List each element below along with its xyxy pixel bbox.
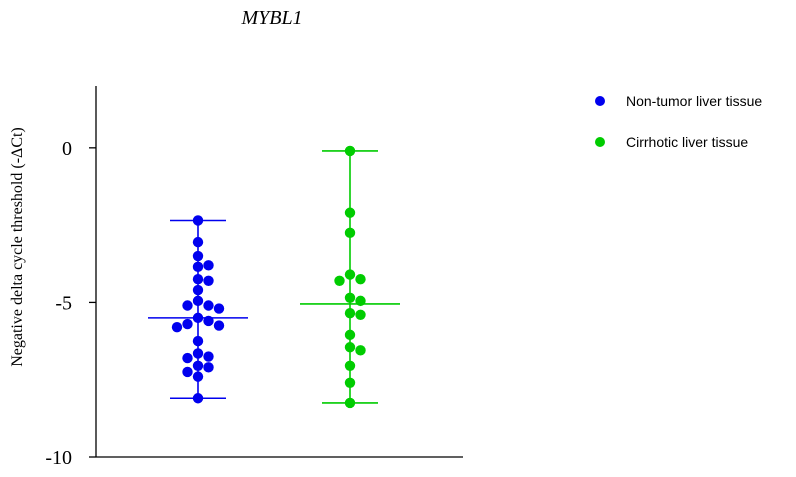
y-tick-label: -10 [45,447,72,469]
data-point [182,318,193,330]
legend-marker [595,96,605,106]
data-point [355,345,366,356]
data-point [192,295,204,307]
data-point [355,274,366,285]
y-tick-label: -5 [55,292,72,314]
data-point [344,360,356,371]
data-point [344,145,356,157]
data-point [344,269,356,280]
data-point [213,320,225,331]
data-point [203,315,214,327]
legend-label: Non-tumor liver tissue [626,93,762,109]
data-point [192,261,204,273]
data-point [192,393,204,404]
legend-label: Cirrhotic liver tissue [626,134,748,150]
legend: Non-tumor liver tissue Cirrhotic liver ti… [595,93,762,150]
data-point [344,292,356,303]
y-axis-title: Negative delta cycle threshold (-ΔCt) [9,127,26,367]
data-point [344,377,356,388]
data-point [355,295,366,307]
data-point [203,300,214,311]
y-tick-label: 0 [62,138,72,160]
data-point [182,300,193,311]
data-point [203,260,214,271]
y-axis-ticks: 0 -5 -10 [45,138,96,469]
data-point [192,348,204,359]
data-point [344,308,356,319]
data-point [192,236,204,248]
data-point [192,360,204,371]
data-point [182,352,193,364]
data-point [344,207,356,218]
data-point [203,362,214,373]
data-point [182,366,193,378]
data-point [192,215,204,226]
data-point [192,335,204,347]
data-point [355,309,366,320]
data-point [192,284,204,296]
data-point [334,275,345,286]
data-point [213,303,225,314]
data-points [171,145,366,409]
data-point [192,250,204,262]
data-point [192,371,204,382]
data-point [203,351,214,362]
data-point [192,312,204,324]
data-point [203,275,214,286]
legend-marker [595,137,605,147]
data-point [344,227,356,239]
data-point [344,329,356,341]
data-point [344,342,356,353]
data-point [171,321,183,333]
data-point [344,397,356,409]
chart-title: MYBL1 [240,7,302,29]
data-point [192,274,204,285]
